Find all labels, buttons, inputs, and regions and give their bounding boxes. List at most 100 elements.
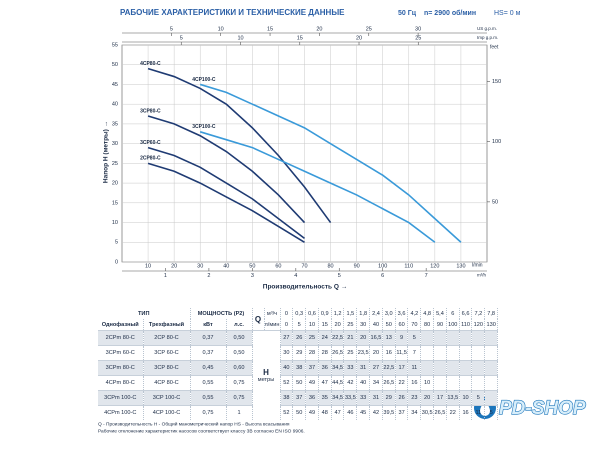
table-cell: 0,3 [292,308,307,319]
table-cell: 26,5 [382,375,396,391]
table-cell: 0,37 [190,345,227,361]
table-cell: 5 [471,390,486,406]
table-cell: л/мин [264,319,281,331]
table-cell: 42 [369,405,383,420]
y-tick-label: 55 [112,42,118,48]
table-cell [484,345,499,361]
axis-tick-label: 25 [415,35,421,41]
x-tick-label: 60 [275,263,281,269]
y2-tick-label: 50 [492,199,498,205]
frequency: 50 Гц [398,10,417,17]
table-cell: 100 [446,319,460,331]
axis-tick-label: 5 [338,273,341,279]
table-cell [459,330,473,346]
table-cell: 70 [407,319,422,331]
x-tick-label: 130 [456,263,465,269]
table-cell: 26,5 [331,345,345,361]
table-cell: л.с. [226,319,253,331]
table-cell: 16 [459,405,473,420]
table-cell: 3CPm 60-C [98,345,144,361]
axis-tick-label: 20 [316,26,322,32]
table-cell: 60 [395,319,409,331]
table-cell: кВт [190,319,227,331]
y-tick-label: 50 [112,62,118,68]
axis-tick-label: 5 [180,35,183,41]
curve-label: 4CP100-C [192,77,216,83]
table-cell: 13 [382,330,396,346]
x-tick-label: 20 [171,263,177,269]
table-cell: 7 [407,345,422,361]
table-cell: 17 [395,360,409,376]
y-tick-label: 30 [112,141,118,147]
h-label: H [263,368,269,377]
table-cell: 16 [382,345,396,361]
table-cell: 90 [433,319,447,331]
curve [147,67,332,224]
curve [147,115,306,224]
table-row: Однофазный Трехфазный кВт л.с. л/мин 0 5 10 15 20… [98,319,499,331]
page-title: РАБОЧИЕ ХАРАКТЕРИСТИКИ И ТЕХНИЧЕСКИЕ ДАН… [120,8,345,17]
table-cell: 0,55 [190,390,227,406]
table-cell [433,330,447,346]
table-cell: 50 [382,319,396,331]
table-cell: 40 [369,319,383,331]
table-cell: 22,5 [382,360,396,376]
table-cell: 42 [343,375,358,391]
table-cell [420,360,435,376]
table-row: 3CPm 80-C 3CP 80-C 0,45 0,60 40 38 37 36 34,5 33 3… [98,360,499,376]
h-unit: метры [257,377,275,383]
table-cell: 46 [343,405,358,420]
table-cell: 20 [356,330,371,346]
table-cell: 0,55 [190,375,227,391]
table-cell: 0,60 [226,360,253,376]
table-cell: 10 [459,390,473,406]
table-cell [471,375,486,391]
table-cell: 27 [369,360,383,376]
axis-tick-label: 15 [297,35,303,41]
table-row: 3CPm 100-C 3CP 100-C 0,55 0,75 38 37 36 35 34,5 3… [98,390,499,406]
table-cell: 26 [395,390,409,406]
table-cell: 4CPm 100-C [98,405,144,420]
table-cell: 40 [356,375,371,391]
table-cell: 120 [471,319,486,331]
axis-tick-label: 1 [164,273,167,279]
table-cell: 5 [407,330,422,346]
y-tick-label: 25 [112,161,118,167]
table-cell: 24 [318,330,332,346]
table-cell: 22 [395,375,409,391]
x-tick-label: 10 [145,263,151,269]
x-unit: l/min [472,262,483,268]
axis-tick-label: 30 [415,26,421,32]
table-cell: 0 [280,319,294,331]
curve-label: 4CP80-C [140,61,161,67]
axis-tick-label: 25 [366,26,372,32]
table-cell: 110 [459,319,473,331]
x-tick-label: 80 [328,263,334,269]
table-cell [484,375,499,391]
axis-tick-label: 15 [267,26,273,32]
x-axis-title: Производительность Q → [263,284,347,291]
table-cell: 37 [395,405,409,420]
table-cell: 26 [292,330,307,346]
table-cell: 3CPm 100-C [98,390,144,406]
table-cell: 2CPm 80-C [98,330,144,346]
table-cell: 16,5 [369,330,383,346]
x-tick-label: 30 [197,263,203,269]
table-cell: 1 [226,405,253,420]
table-cell [459,345,473,361]
table-cell: 38 [292,360,307,376]
table-cell: 20 [369,345,383,361]
table-cell: 48 [318,405,332,420]
table-cell: 80 [420,319,435,331]
table-row: 3CPm 60-C 3CP 60-C 0,37 0,50 30 29 28 28 26,5 25 2… [98,345,499,361]
table-cell [433,360,447,376]
table-cell: 6 [446,308,460,319]
table-cell [484,330,499,346]
table-cell: 2,4 [369,308,383,319]
table-cell: 30,5 [420,405,435,420]
table-cell: 22,5 [331,330,345,346]
table-cell: 34 [369,375,383,391]
